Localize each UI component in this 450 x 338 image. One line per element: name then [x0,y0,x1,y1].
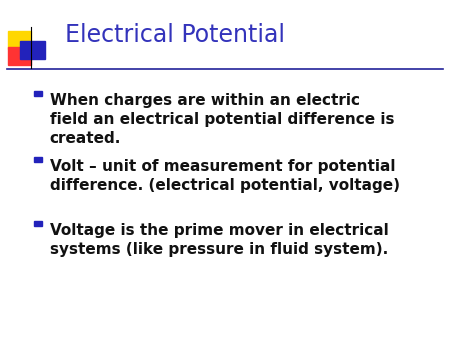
Bar [34,91,42,96]
Text: Voltage is the prime mover in electrical
systems (like pressure in fluid system): Voltage is the prime mover in electrical… [50,223,388,257]
Bar [34,157,42,162]
Bar [20,41,45,59]
Bar [8,31,32,49]
Bar [8,47,32,65]
Text: Electrical Potential: Electrical Potential [65,23,285,48]
Text: When charges are within an electric
field an electrical potential difference is
: When charges are within an electric fiel… [50,93,394,146]
Bar [34,221,42,226]
Text: Volt – unit of measurement for potential
difference. (electrical potential, volt: Volt – unit of measurement for potential… [50,159,400,193]
